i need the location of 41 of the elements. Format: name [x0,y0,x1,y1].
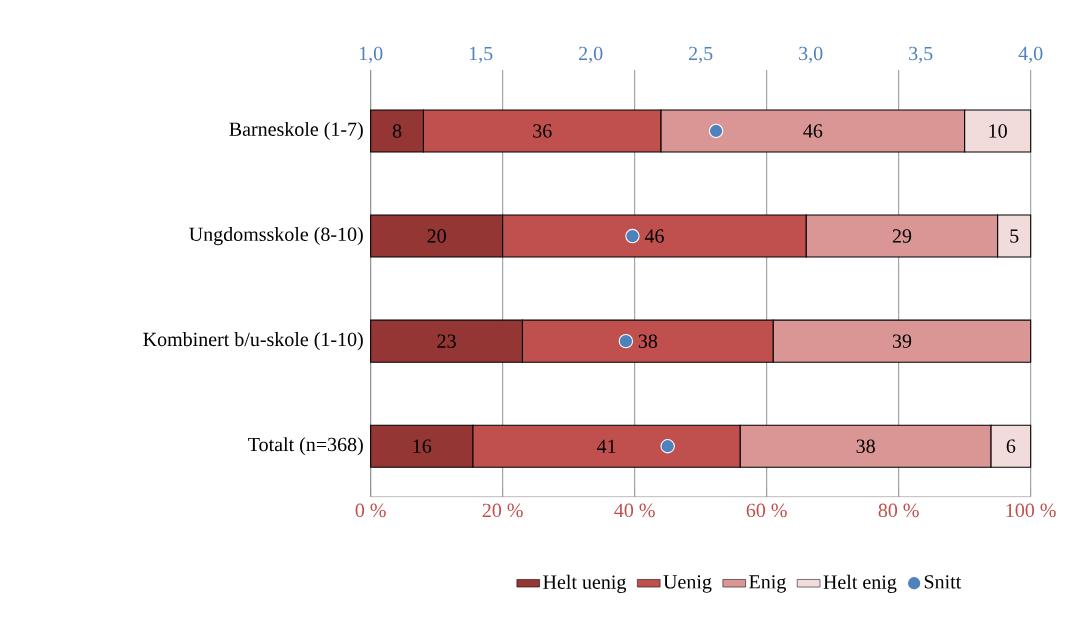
point [625,228,640,244]
data-label: 29 [892,229,912,243]
point [660,439,675,454]
data-label: 10 [989,124,1007,138]
data-label: 20 [427,229,446,243]
x-tick-label: 40 % [614,503,655,518]
x2-tick-label: 2,0 [579,46,603,64]
legend-label: Snitt [924,575,962,589]
point [708,123,724,139]
y-tick-label: Ungdomsskole (8-10) [189,226,363,246]
data-label: 38 [638,334,658,348]
legend-label: Helt uenig [543,574,627,593]
x2-tick-label: 4,0 [1018,46,1043,64]
point [618,333,634,349]
y-tick-label: Kombinert b/u-skole (1-10) [143,332,363,351]
data-label: 16 [413,439,432,453]
legend-label: Helt enig [823,574,897,593]
x-tick-label: 20 % [482,503,523,518]
data-label: 46 [644,229,664,243]
data-label: 5 [1010,229,1019,243]
data-label: 36 [533,124,552,138]
x2-tick-label: 3,5 [909,46,933,64]
data-label: 39 [892,334,912,348]
x2-tick-label: 2,5 [689,46,713,64]
data-label: 46 [803,124,823,138]
data-label: 8 [392,124,402,138]
data-label: 38 [856,439,875,453]
y-tick-label: Barneskole (1-7) [229,121,363,141]
x2-tick-label: 1,5 [469,46,493,64]
legend-label: Enig [749,575,786,593]
legend-label: Uenig [663,575,712,593]
x-tick-label: 80 % [878,503,919,518]
data-label: 41 [597,439,616,453]
data-label: 6 [1006,439,1016,453]
data-label: 23 [437,334,456,348]
x2-tick-label: 1,0 [359,46,383,64]
y-tick-label: Totalt (n=368) [248,437,363,456]
x2-tick-label: 3,0 [799,46,823,64]
x-tick-label: 60 % [746,503,787,518]
x-tick-label: 0 % [355,503,386,518]
x-tick-label: 100 % [1006,503,1056,518]
